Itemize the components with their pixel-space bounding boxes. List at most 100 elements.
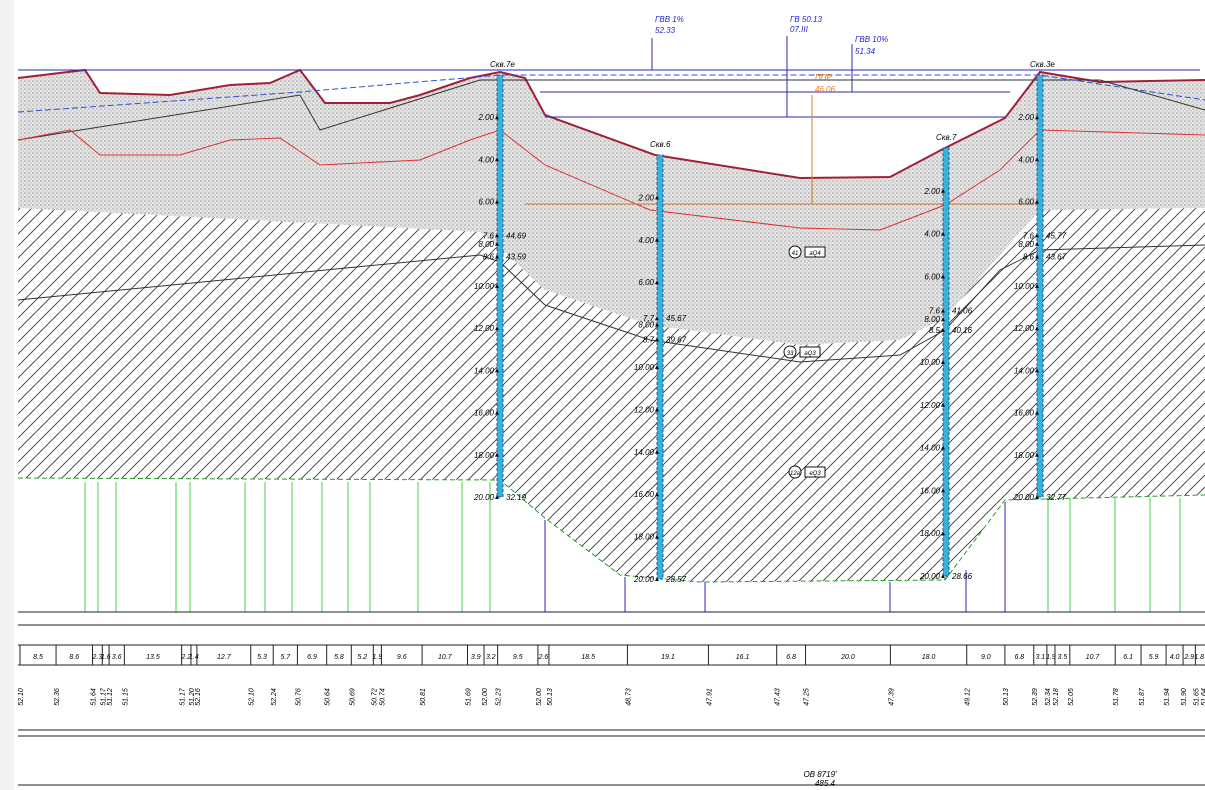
distance-label: 1.9 [372,654,382,661]
distance-label: 16.1 [736,654,750,661]
depth-label: 14.00 [634,448,655,457]
gvv1-label: ГВВ 1% [655,15,684,24]
distance-label: 2.6 [538,654,549,661]
distance-label: 6.1 [1123,654,1133,661]
elevation-label: 50.13 [547,688,554,706]
depth-label: 18.00 [920,529,941,538]
depth-label: 4.00 [924,230,940,239]
depth-label: 12.00 [634,405,655,414]
distance-label: 8.6 [69,654,79,661]
elevation-label: 51.64 [1201,688,1205,706]
elevation-label: 50.74 [379,688,386,706]
elevation-label: 48.73 [625,688,632,706]
depth-label: 6.00 [924,272,940,281]
depth-label: 8.6 [483,252,495,261]
depth-label: 14.00 [920,444,941,453]
ppr-value: 46.06 [815,85,836,94]
distance-label: 5.2 [357,654,367,661]
depth-label: 14.00 [1014,366,1035,375]
elevation-label: 50.64 [325,688,332,706]
depth-label: 8.00 [924,315,940,324]
distance-label: 5.9 [1149,654,1159,661]
distance-label: 20.0 [840,654,855,661]
distance-label: 1.8 [1194,654,1204,661]
distance-label: 4.0 [1170,654,1180,661]
depth-label: 20.00 [919,572,941,581]
depth-label: 12.00 [1014,324,1035,333]
level-label: 40.16 [952,326,973,335]
gv-date: 07.III [790,25,809,34]
gvv10-label: ГВВ 10% [855,35,888,44]
depth-label: 20.00 [473,493,495,502]
borehole-name: Скв.6 [650,140,671,149]
depth-label: 6.00 [1018,198,1034,207]
depth-label: 6.00 [638,278,654,287]
depth-label: 12.00 [474,324,495,333]
elevation-label: 51.17 [180,687,187,706]
depth-label: 8.7 [643,335,655,344]
elevation-label: 50.76 [295,688,302,706]
distance-label: 1.4 [189,654,199,661]
elevation-label: 51.69 [465,688,472,706]
distance-label: 18.5 [581,654,595,661]
footer-value: 485.4 [815,779,836,788]
layer-code: aQ4 [809,251,821,257]
distance-label: 3.9 [471,654,481,661]
depth-label: 8.00 [478,240,494,249]
distance-label: 3.1 [1035,654,1045,661]
borehole-name: Скв.7 [936,133,957,142]
depth-label: 4.00 [638,236,654,245]
layer-code: eQ3 [809,471,821,477]
elevation-label: 50.72 [371,688,378,706]
level-label: 32.19 [506,493,527,502]
elevation-label: 47.25 [804,688,811,706]
level-label: 39.67 [666,335,687,344]
distance-label: 8.5 [33,654,43,661]
depth-label: 2.00 [637,193,654,202]
depth-label: 8.5 [929,326,941,335]
elevation-label: 51.15 [122,688,129,706]
depth-label: 16.00 [634,490,655,499]
level-label: 43.59 [506,252,527,261]
depth-label: 12.00 [920,401,941,410]
depth-label: 4.00 [1018,155,1034,164]
ppr-label: ППР [815,73,833,82]
elevation-label: 47.43 [775,688,782,706]
elevation-label: 52.36 [54,688,61,706]
distance-label: 18.0 [922,654,936,661]
elevation-label: 50.81 [420,688,427,706]
elevation-label: 51.90 [1181,688,1188,706]
distance-label: 19.1 [661,654,675,661]
depth-label: 4.00 [478,155,494,164]
margin [0,0,14,790]
borehole-name: Скв.3е [1030,60,1055,69]
elevation-label: 52.18 [1053,688,1060,706]
elevation-label: 52.34 [1045,688,1052,706]
level-label: 44.69 [506,231,527,240]
depth-label: 2.00 [477,113,494,122]
distance-label: 9.0 [981,654,991,661]
elevation-label: 52.05 [1068,688,1075,706]
distance-label: 1.9 [1046,654,1056,661]
depth-label: 8.00 [638,321,654,330]
gv-label: ГВ 50.13 [790,15,822,24]
distance-label: 3.6 [112,654,122,661]
distance-label: 5.7 [280,654,291,661]
depth-label: 16.00 [1014,409,1035,418]
depth-label: 8.00 [1018,240,1034,249]
depth-label: 14.00 [474,366,495,375]
elevation-label: 52.24 [271,688,278,706]
elevation-label: 51.65 [1193,688,1200,706]
distance-label: 9.5 [513,654,523,661]
distance-label: 10.7 [1086,654,1101,661]
level-label: 32.77 [1046,493,1067,502]
distance-label: 6.8 [1014,654,1024,661]
depth-label: 20.00 [1013,493,1035,502]
distance-label: 10.7 [438,654,453,661]
layer-index: 41 [792,251,799,257]
distance-label: 12.7 [217,654,232,661]
cross-section: ГВВ 1% 52.33 ГВ 50.13 07.III ГВВ 10% 51.… [0,0,1205,790]
elevation-label: 51.64 [91,688,98,706]
depth-label: 16.00 [474,409,495,418]
borehole-name: Скв.7е [490,60,515,69]
